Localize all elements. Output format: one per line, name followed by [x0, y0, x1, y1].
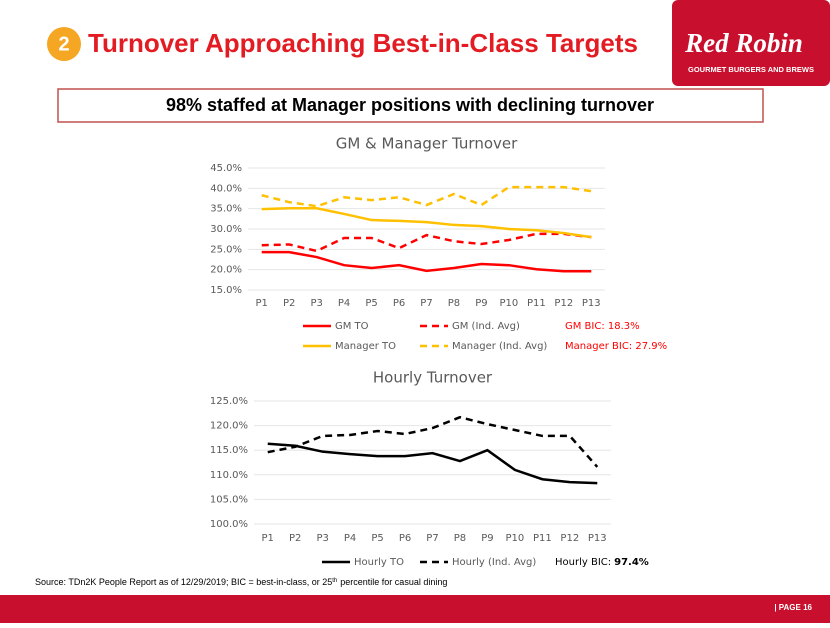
source-sup: th — [332, 578, 337, 584]
source-text: Source: TDn2K People Report as of 12/29/… — [35, 577, 332, 587]
x-tick-label: P12 — [554, 298, 573, 309]
x-tick-label: P10 — [500, 298, 519, 309]
series-line — [261, 185, 592, 208]
subtitle-box — [57, 88, 764, 123]
x-tick-label: P4 — [344, 533, 356, 544]
y-tick-label: 20.0% — [210, 265, 242, 276]
x-tick-label: P4 — [338, 298, 350, 309]
x-tick-label: P13 — [588, 533, 607, 544]
x-tick-label: P3 — [310, 298, 322, 309]
x-tick-label: P1 — [256, 298, 268, 309]
x-tick-label: P1 — [262, 533, 274, 544]
logo-tagline: GOURMET BURGERS AND BREWS — [688, 65, 814, 74]
x-tick-label: P2 — [289, 533, 301, 544]
x-tick-label: P9 — [481, 533, 493, 544]
x-tick-label: P11 — [527, 298, 546, 309]
x-tick-label: P6 — [399, 533, 411, 544]
y-tick-label: 40.0% — [210, 183, 242, 194]
logo-box — [672, 0, 830, 86]
x-tick-label: P10 — [506, 533, 525, 544]
slide-title: Turnover Approaching Best-in-Class Targe… — [88, 28, 638, 58]
y-tick-label: 125.0% — [210, 396, 248, 407]
annotation: Manager BIC: 27.9% — [565, 341, 667, 352]
source-note: Source: TDn2K People Report as of 12/29/… — [35, 577, 447, 587]
legend-label: GM (Ind. Avg) — [452, 321, 520, 332]
annotation-value: 97.4% — [614, 557, 649, 568]
footer-bar — [0, 595, 830, 623]
legend-label: Manager (Ind. Avg) — [452, 341, 547, 352]
subtitle: 98% staffed at Manager positions with de… — [166, 95, 654, 115]
page-number: | PAGE 16 — [774, 603, 812, 612]
x-tick-label: P7 — [426, 533, 438, 544]
badge-number: 2 — [58, 33, 69, 55]
annotation-text: Manager BIC: 27.9% — [565, 341, 667, 352]
y-tick-label: 115.0% — [210, 445, 248, 456]
y-tick-label: 105.0% — [210, 494, 248, 505]
x-tick-label: P6 — [393, 298, 405, 309]
x-tick-label: P8 — [448, 298, 460, 309]
legend-label: GM TO — [335, 321, 369, 332]
legend-label: Hourly TO — [354, 557, 404, 568]
chart-title: Hourly Turnover — [373, 369, 493, 387]
annotation: Hourly BIC: 97.4% — [555, 557, 649, 568]
x-tick-label: P2 — [283, 298, 295, 309]
annotation-text: GM BIC: 18.3% — [565, 321, 640, 332]
y-tick-label: 15.0% — [210, 285, 242, 296]
y-tick-label: 30.0% — [210, 224, 242, 235]
x-tick-label: P3 — [316, 533, 328, 544]
series-line — [261, 232, 592, 253]
logo-brand: Red Robin — [684, 28, 803, 58]
chart-title: GM & Manager Turnover — [336, 135, 518, 153]
series-line — [261, 250, 592, 273]
x-tick-label: P11 — [533, 533, 552, 544]
series-line — [267, 415, 599, 468]
y-tick-label: 120.0% — [210, 421, 248, 432]
x-tick-label: P9 — [475, 298, 487, 309]
x-tick-label: P5 — [371, 533, 383, 544]
x-tick-label: P13 — [582, 298, 601, 309]
annotation-text: Hourly BIC: — [555, 557, 611, 568]
series-line — [261, 207, 592, 239]
legend-label: Hourly (Ind. Avg) — [452, 557, 536, 568]
source-text: percentile for casual dining — [340, 577, 447, 587]
x-tick-label: P8 — [454, 533, 466, 544]
x-tick-label: P12 — [560, 533, 579, 544]
y-tick-label: 110.0% — [210, 470, 248, 481]
y-tick-label: 35.0% — [210, 204, 242, 215]
y-tick-label: 100.0% — [210, 519, 248, 530]
y-tick-label: 45.0% — [210, 163, 242, 174]
x-tick-label: P7 — [420, 298, 432, 309]
x-tick-label: P5 — [365, 298, 377, 309]
y-tick-label: 25.0% — [210, 244, 242, 255]
badge — [47, 27, 81, 61]
series-line — [267, 442, 598, 485]
annotation: GM BIC: 18.3% — [565, 321, 640, 332]
legend-label: Manager TO — [335, 341, 396, 352]
